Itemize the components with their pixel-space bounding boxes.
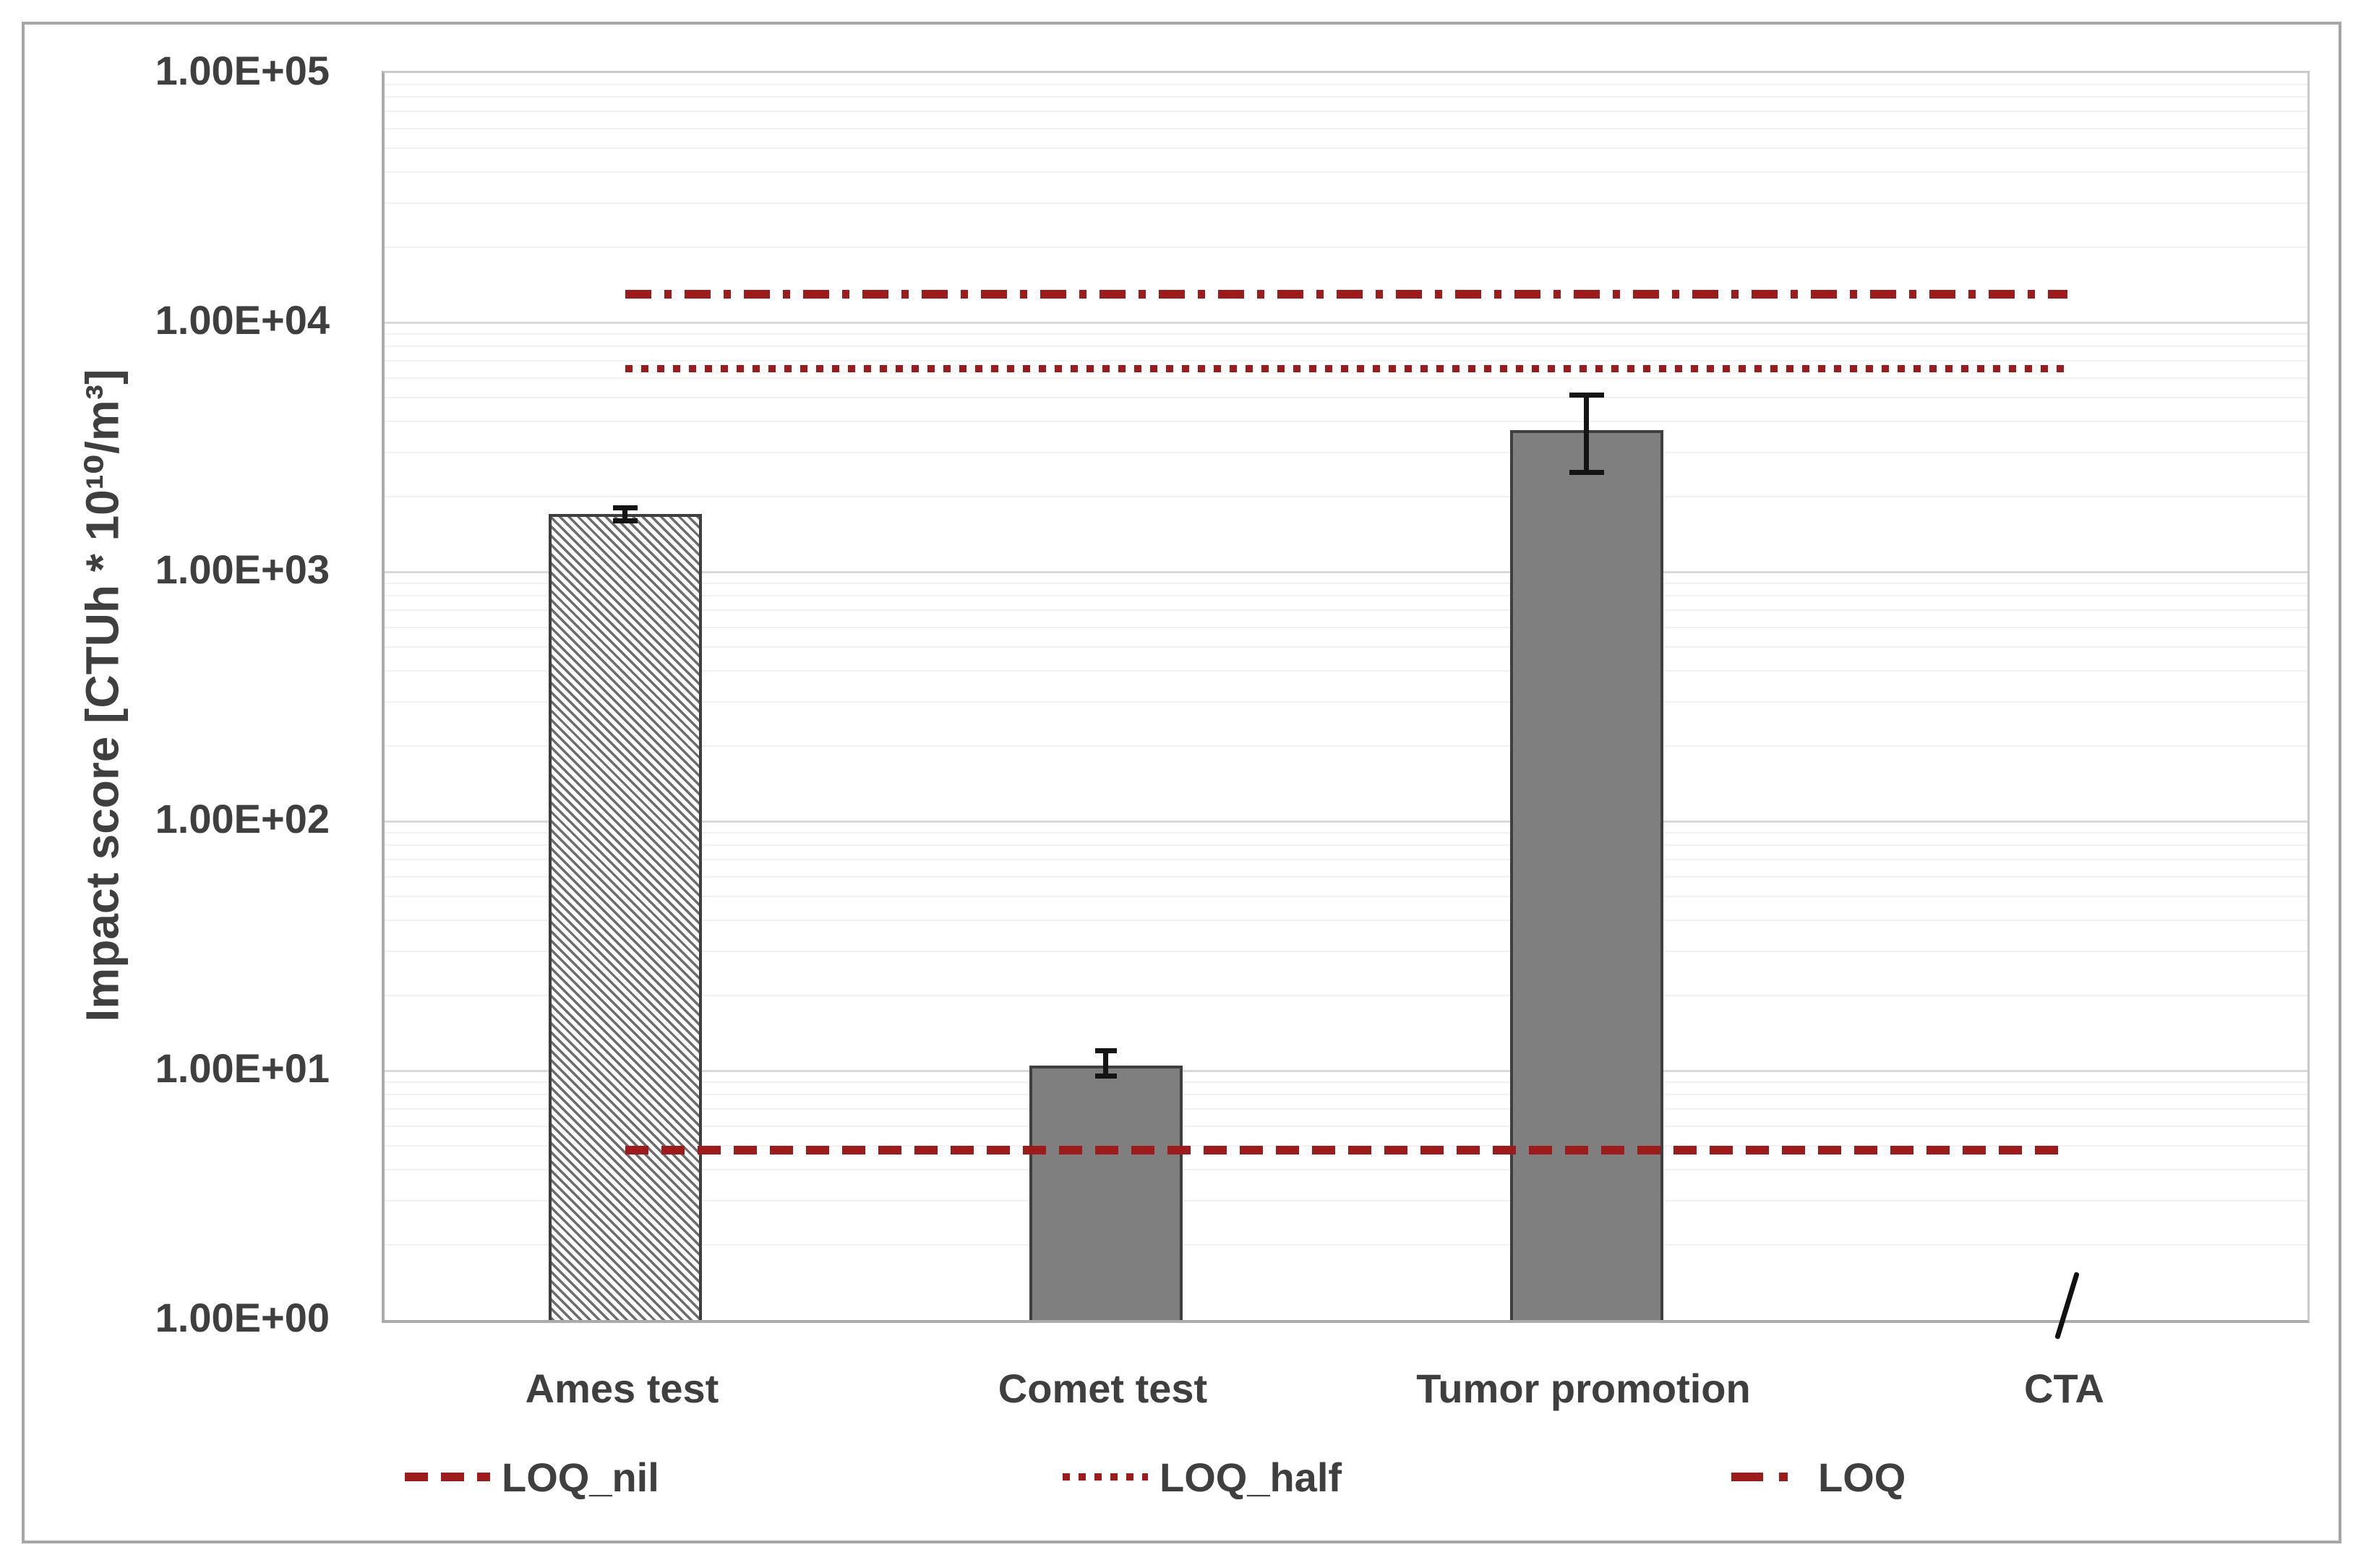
minor-gridline: [385, 582, 2307, 584]
major-gridline: [385, 1069, 2307, 1072]
figure-border: [22, 22, 2341, 1543]
minor-gridline: [385, 844, 2307, 847]
minor-gridline: [385, 609, 2307, 612]
error-bar-cap: [1569, 393, 1604, 398]
error-bar-cap: [612, 518, 638, 524]
error-bar-cap: [1569, 470, 1604, 476]
minor-gridline: [385, 452, 2307, 454]
ref-line-loq_half: [625, 364, 2067, 372]
minor-gridline: [385, 1244, 2307, 1246]
minor-gridline: [385, 421, 2307, 423]
legend-item-loq_half: LOQ_half: [1063, 1452, 1342, 1502]
minor-gridline: [385, 995, 2307, 997]
category-label-comet-test: Comet test: [998, 1366, 1208, 1411]
category-label-tumor-promotion: Tumor promotion: [1416, 1366, 1751, 1411]
minor-gridline: [385, 1081, 2307, 1083]
error-bar-cap: [612, 505, 638, 511]
y-tick-label: 1.00E+02: [155, 796, 330, 841]
minor-gridline: [385, 1094, 2307, 1096]
ref-line-loq_nil: [625, 1145, 2067, 1154]
minor-gridline: [385, 171, 2307, 173]
minor-gridline: [385, 111, 2307, 113]
minor-gridline: [385, 646, 2307, 648]
legend-label: LOQ_nil: [502, 1454, 659, 1500]
minor-gridline: [385, 396, 2307, 398]
y-tick-label: 1.00E+03: [155, 547, 330, 592]
minor-gridline: [385, 875, 2307, 878]
y-axis-title: Impact score [CTUh * 10¹⁰/m³]: [76, 369, 129, 1022]
legend-item-loq: LOQ: [1731, 1452, 1906, 1502]
minor-gridline: [385, 496, 2307, 498]
error-bar-stem: [1584, 395, 1589, 473]
y-tick-label: 1.00E+04: [155, 297, 330, 343]
legend-item-loq_nil: LOQ_nil: [405, 1452, 659, 1502]
minor-gridline: [385, 83, 2307, 85]
minor-gridline: [385, 859, 2307, 861]
dashed-line-swatch-icon: [405, 1473, 490, 1481]
y-tick-label: 1.00E+00: [155, 1295, 330, 1340]
error-bar-cap: [1094, 1048, 1117, 1054]
major-gridline: [385, 570, 2307, 573]
minor-gridline: [385, 147, 2307, 149]
error-bar-stem: [1103, 1050, 1108, 1076]
plot-area: [382, 71, 2310, 1340]
major-gridline: [385, 820, 2307, 823]
dashdot-line-swatch-icon: [1731, 1473, 1806, 1481]
minor-gridline: [385, 333, 2307, 335]
minor-gridline: [385, 360, 2307, 362]
dotted-line-swatch-icon: [1063, 1473, 1148, 1481]
category-label-cta: CTA: [2024, 1366, 2104, 1411]
bar-comet-test: [1029, 1065, 1183, 1320]
minor-gridline: [385, 1169, 2307, 1171]
bar-tumor-promotion: [1509, 429, 1663, 1320]
y-tick-label: 1.00E+01: [155, 1045, 330, 1091]
minor-gridline: [385, 202, 2307, 205]
minor-gridline: [385, 247, 2307, 249]
minor-gridline: [385, 595, 2307, 597]
error-bar-cap: [1094, 1074, 1117, 1079]
category-label-ames-test: Ames test: [525, 1366, 719, 1411]
minor-gridline: [385, 670, 2307, 672]
minor-gridline: [385, 377, 2307, 379]
ref-line-loq: [625, 289, 2067, 299]
minor-gridline: [385, 1108, 2307, 1110]
bar-ames-test: [548, 514, 702, 1320]
minor-gridline: [385, 831, 2307, 834]
minor-gridline: [385, 626, 2307, 628]
major-gridline: [385, 321, 2307, 324]
legend-label: LOQ_half: [1160, 1454, 1342, 1500]
minor-gridline: [385, 701, 2307, 703]
minor-gridline: [385, 346, 2307, 348]
minor-gridline: [385, 951, 2307, 953]
error-bar-stem: [622, 507, 627, 521]
minor-gridline: [385, 1125, 2307, 1127]
minor-gridline: [385, 1144, 2307, 1147]
y-tick-label: 1.00E+05: [155, 48, 330, 93]
minor-gridline: [385, 895, 2307, 897]
legend-label: LOQ: [1818, 1454, 1906, 1500]
minor-gridline: [385, 127, 2307, 129]
minor-gridline: [385, 920, 2307, 922]
minor-gridline: [385, 1200, 2307, 1202]
minor-gridline: [385, 96, 2307, 98]
minor-gridline: [385, 745, 2307, 747]
